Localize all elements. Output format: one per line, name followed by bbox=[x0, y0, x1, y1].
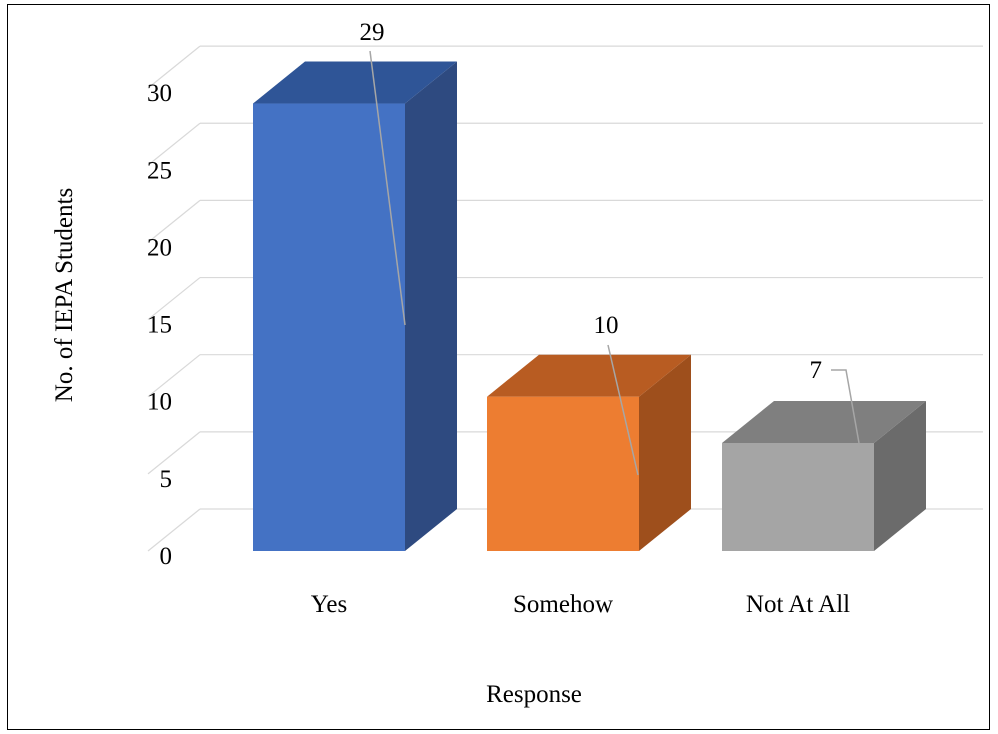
y-tick-label: 30 bbox=[147, 80, 172, 107]
bar-side bbox=[874, 400, 926, 551]
chart-frame: 0 5 10 15 20 25 30 Yes Somehow Not At All 29 10 7 … bbox=[7, 4, 990, 730]
leader-line bbox=[369, 50, 406, 326]
gridline-depth bbox=[147, 122, 201, 166]
y-tick-label: 10 bbox=[147, 389, 172, 416]
bar-side bbox=[639, 354, 691, 551]
gridline-depth bbox=[147, 431, 201, 475]
bar-not-at-all bbox=[722, 400, 926, 551]
bar-side bbox=[405, 61, 457, 551]
x-tick-label: Not At All bbox=[746, 591, 850, 618]
y-tick-label: 15 bbox=[147, 312, 172, 339]
x-axis-title: Response bbox=[486, 681, 582, 708]
bars bbox=[253, 61, 926, 551]
y-axis-title: No. of IEPA Students bbox=[51, 188, 78, 402]
y-tick-label: 5 bbox=[160, 466, 173, 493]
x-tick-label: Yes bbox=[311, 591, 347, 618]
y-tick-label: 20 bbox=[147, 234, 172, 261]
gridline-depth bbox=[147, 354, 201, 398]
y-axis-ticks: 0 5 10 15 20 25 30 bbox=[147, 80, 172, 570]
data-label: 10 bbox=[594, 312, 619, 339]
gridline-depth bbox=[147, 45, 201, 89]
y-tick-label: 0 bbox=[160, 543, 173, 570]
bar-front bbox=[253, 103, 405, 551]
leader-line bbox=[607, 344, 639, 476]
gridline-depth bbox=[147, 508, 201, 552]
data-label: 29 bbox=[360, 19, 385, 46]
x-axis-ticks: Yes Somehow Not At All bbox=[311, 591, 850, 618]
gridline-depth bbox=[147, 199, 201, 243]
bar-top bbox=[253, 61, 457, 104]
gridline-depth bbox=[147, 277, 201, 321]
bar-yes bbox=[253, 61, 457, 551]
bar-top bbox=[487, 354, 691, 397]
leader-line bbox=[831, 369, 860, 444]
bar-top bbox=[722, 400, 926, 443]
x-tick-label: Somehow bbox=[513, 591, 613, 618]
bar-front bbox=[722, 442, 874, 551]
data-labels: 29 10 7 bbox=[360, 19, 860, 476]
bar-front bbox=[487, 396, 639, 551]
data-label: 7 bbox=[810, 357, 823, 384]
bar-somehow bbox=[487, 354, 691, 551]
y-tick-label: 25 bbox=[147, 157, 172, 184]
